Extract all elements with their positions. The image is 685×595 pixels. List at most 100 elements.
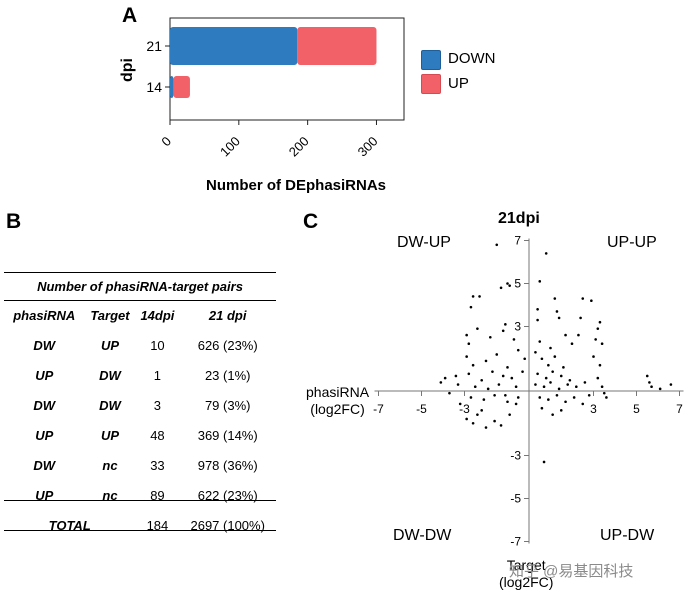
data-point [536, 308, 539, 311]
cell-14dpi: 48 [150, 427, 165, 443]
data-point [469, 396, 473, 399]
data-point [544, 376, 548, 380]
legend-label-down: DOWN [448, 50, 496, 67]
data-point [553, 355, 557, 358]
table-row: DW UP 10 626 (23%) [4, 330, 276, 360]
cell-target: UP [100, 427, 119, 443]
data-point [650, 385, 653, 389]
data-point [547, 363, 550, 367]
data-point [499, 424, 503, 427]
y-tick-label: 21 [146, 38, 162, 54]
cell-target: DW [99, 397, 121, 413]
cell-total-21dpi: 2697 (100%) [190, 517, 265, 533]
data-point [598, 320, 602, 324]
table-total-row: TOTAL 184 2697 (100%) [4, 510, 276, 540]
cell-14dpi: 10 [150, 337, 165, 353]
data-point [581, 402, 585, 406]
data-point [598, 363, 602, 367]
cell-21dpi: 978 (36%) [197, 457, 258, 473]
data-point [510, 376, 514, 380]
cell-phasirna: DW [33, 457, 56, 473]
data-point [564, 333, 567, 337]
data-point [538, 340, 542, 343]
data-point [557, 316, 561, 320]
data-point [551, 370, 554, 373]
data-point [536, 318, 539, 322]
data-point [497, 383, 501, 386]
quadrant-label-top-right: UP-UP [607, 234, 657, 251]
data-point [471, 295, 475, 298]
data-point [501, 374, 505, 378]
data-point [476, 413, 479, 416]
data-point [465, 417, 468, 421]
data-point [538, 280, 542, 283]
data-point [555, 394, 559, 397]
data-point [458, 402, 462, 406]
data-point [594, 338, 597, 341]
data-point [439, 381, 443, 384]
y-tick-label: 7 [514, 234, 521, 248]
bar-up-14 [173, 76, 190, 98]
data-point [471, 421, 475, 425]
data-point [501, 329, 505, 333]
data-point [480, 409, 484, 412]
y-tick-label: -5 [510, 492, 521, 506]
x-tick-label: 200 [286, 134, 312, 160]
data-point [536, 372, 539, 376]
data-point [583, 381, 587, 384]
scatter-ylabel-line2: (log2FC) [499, 574, 554, 590]
data-point [549, 346, 552, 350]
cell-target: DW [99, 367, 121, 383]
bar-down-14 [170, 76, 174, 98]
data-point [568, 378, 572, 382]
cell-21dpi: 622 (23%) [197, 487, 258, 503]
y-tick-label: -7 [510, 535, 521, 549]
data-point [514, 402, 518, 406]
data-point [480, 378, 484, 382]
quadrant-label-bottom-left: DW-DW [393, 527, 452, 544]
col-header-21dpi: 21 dpi [208, 307, 247, 323]
cell-phasirna: UP [35, 427, 54, 443]
table-row: DW DW 3 79 (3%) [4, 390, 276, 420]
data-point [473, 385, 477, 389]
data-point [555, 310, 559, 313]
cell-phasirna: DW [33, 397, 56, 413]
data-point [551, 413, 554, 416]
data-point [467, 372, 471, 376]
data-point [605, 396, 608, 399]
data-point [521, 370, 524, 373]
data-point [566, 383, 569, 386]
cell-14dpi: 33 [150, 457, 165, 473]
y-tick-label: -3 [510, 449, 521, 463]
data-point [465, 355, 468, 358]
data-point [648, 381, 651, 384]
data-point [467, 342, 471, 346]
data-point [658, 387, 662, 391]
x-tick-label: 7 [676, 402, 683, 416]
x-tick-label: 5 [633, 402, 640, 416]
data-point [570, 342, 574, 346]
data-point [471, 363, 475, 367]
data-point [547, 398, 550, 401]
data-point [538, 396, 542, 399]
col-header-14dpi: 14dpi [140, 307, 175, 323]
table-title: Number of phasiRNA-target pairs [37, 278, 243, 294]
x-tick-label: 100 [217, 134, 243, 160]
data-point [516, 348, 520, 352]
data-point [465, 333, 468, 337]
x-axis-title: Number of DEphasiRNAs [206, 177, 386, 194]
table-bottom-rule [4, 530, 276, 531]
table-row: DW nc 33 978 (36%) [4, 450, 276, 480]
scatter-ylabel-line1: Target [506, 557, 546, 573]
watermark: 知乎 @易基因科技 [509, 563, 634, 580]
data-point [534, 383, 537, 386]
data-point [478, 295, 481, 298]
data-point [506, 366, 509, 369]
quadrant-label-bottom-right: UP-DW [600, 527, 655, 544]
table-row: UP DW 1 23 (1%) [4, 360, 276, 390]
scatter-ylabel: Target (log2FC) [499, 557, 553, 591]
data-point [508, 413, 511, 416]
data-point [493, 394, 496, 397]
data-point [493, 419, 496, 423]
table-header-rule [4, 300, 276, 301]
